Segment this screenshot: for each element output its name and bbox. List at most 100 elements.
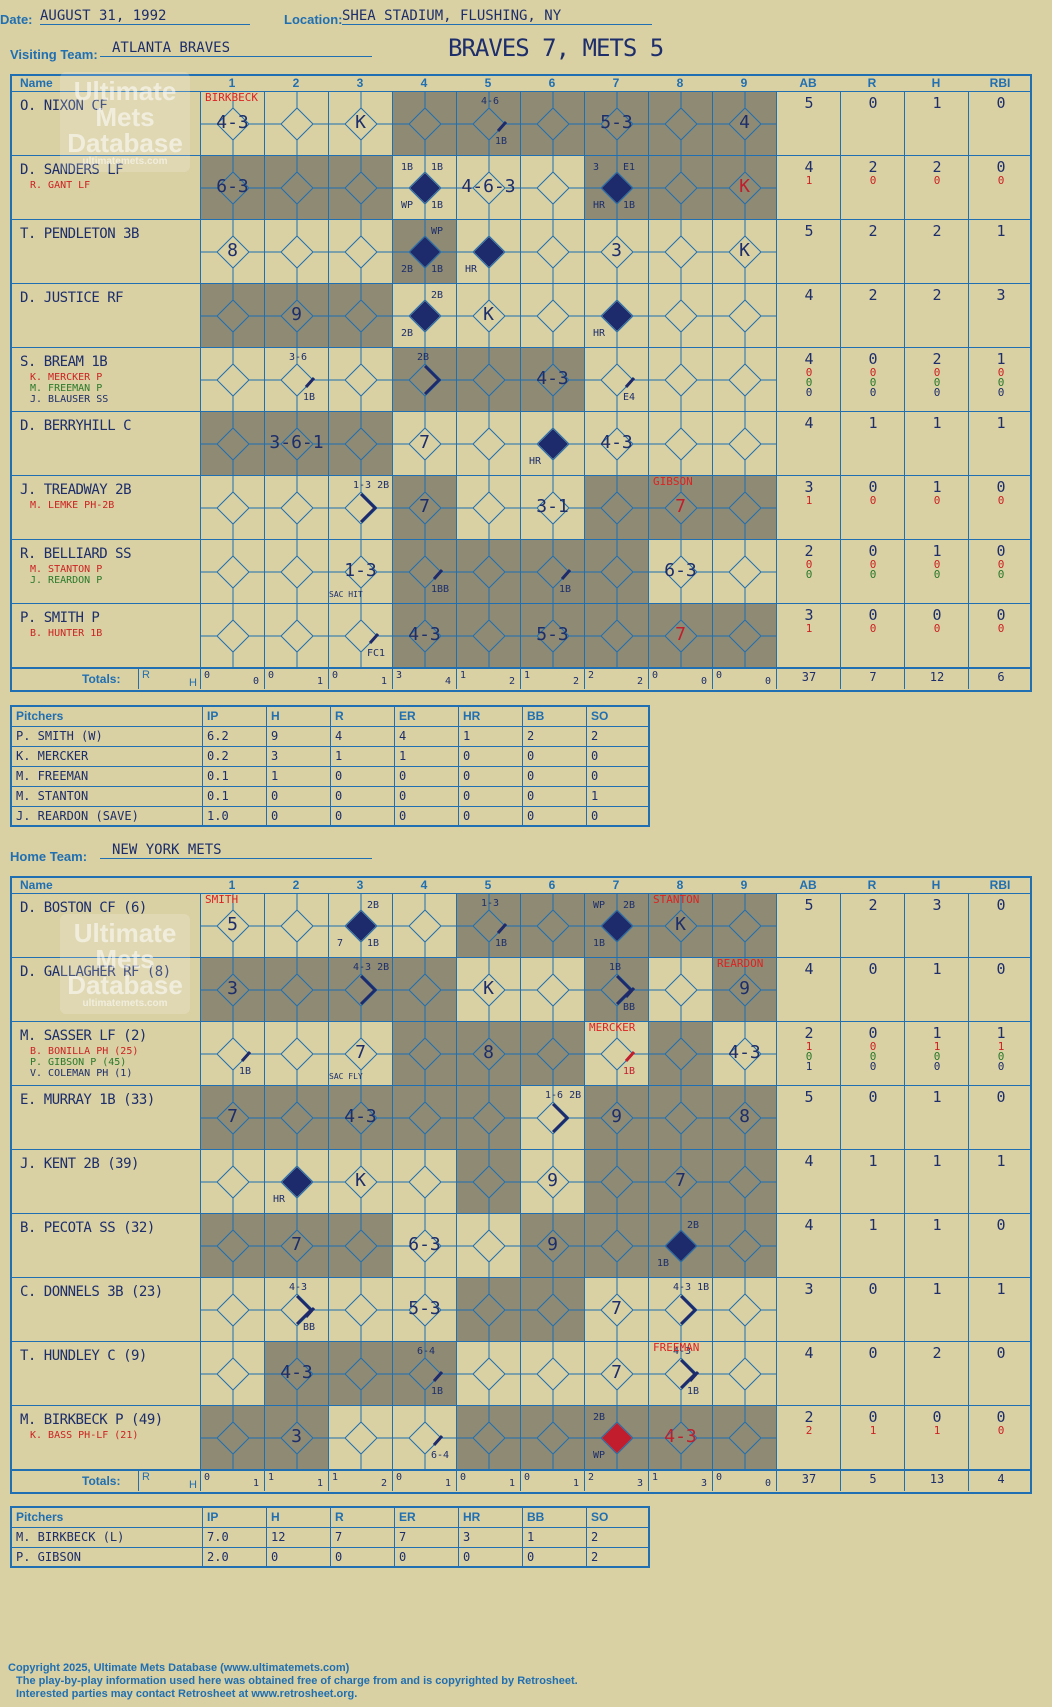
batter-name: T. HUNDLEY C (9) bbox=[20, 1348, 147, 1364]
inning-hits: 0 bbox=[765, 1478, 772, 1489]
hit-note: 1B bbox=[559, 584, 572, 595]
pitching-stat: 0 bbox=[522, 1548, 586, 1567]
at-bat-cell bbox=[264, 220, 328, 283]
diamond-icon bbox=[457, 1342, 520, 1405]
diamond-icon bbox=[521, 412, 584, 475]
pitching-stat: 7 bbox=[394, 1528, 458, 1547]
at-bat-cell: 1B BB bbox=[584, 958, 648, 1021]
at-bat-cell: K bbox=[456, 958, 520, 1021]
inning-runs: 0 bbox=[396, 1472, 403, 1483]
stat-value: 1 bbox=[932, 1280, 942, 1298]
pitching-stat: 6.2 bbox=[202, 727, 266, 746]
pitching-stat: 0 bbox=[458, 747, 522, 766]
diamond-icon bbox=[329, 92, 392, 155]
sub-stat-value: 0 bbox=[869, 1040, 877, 1053]
stat-value: 5 bbox=[804, 1088, 814, 1106]
stat-cell: 4 bbox=[776, 284, 840, 347]
diamond-icon bbox=[457, 156, 520, 219]
diamond-icon bbox=[265, 1214, 328, 1277]
diamond-icon bbox=[201, 1406, 264, 1469]
pitching-stat: 0.2 bbox=[202, 747, 266, 766]
diamond-icon bbox=[201, 894, 264, 957]
at-bat-cell: 2B 2B bbox=[392, 284, 456, 347]
diamond-icon bbox=[329, 1214, 392, 1277]
at-bat-cell: HR bbox=[584, 284, 648, 347]
play-note: SAC FLY bbox=[329, 1072, 363, 1081]
stat-value: 5 bbox=[804, 94, 814, 112]
at-bat-cell: HR bbox=[264, 1150, 328, 1213]
pitching-stat: 0 bbox=[458, 787, 522, 806]
visitors-scorecard: Name 1 2 3 4 5 6 7 8 9 AB R H RBI O. NIXON CF 4-3 BIRKBE… bbox=[10, 74, 1032, 692]
play-note: 2B bbox=[417, 352, 430, 363]
at-bat-cell: K STANTON bbox=[648, 893, 712, 957]
diamond-icon bbox=[457, 1406, 520, 1469]
sub-stat-value: 1 bbox=[933, 1424, 941, 1437]
stat-cell: 0 bbox=[968, 1214, 1032, 1277]
base-note: HR bbox=[529, 456, 542, 467]
pitching-stat: 0 bbox=[586, 807, 648, 826]
substitute-name: M. FREEMAN P bbox=[30, 383, 103, 394]
stat-value: 1 bbox=[932, 414, 942, 432]
runs-key: R bbox=[142, 669, 150, 681]
at-bat-cell bbox=[200, 540, 264, 603]
at-bat-cell bbox=[712, 412, 776, 475]
at-bat-cell: 1B bbox=[200, 1022, 264, 1085]
at-bat-cell bbox=[200, 604, 264, 667]
diamond-icon bbox=[713, 540, 776, 603]
diamond-icon bbox=[521, 476, 584, 539]
play-result: 7 bbox=[419, 432, 430, 453]
pitcher-row: M. STANTON 0.1 0 0 0 0 0 1 bbox=[12, 786, 648, 806]
pitcher-name: P. SMITH (W) bbox=[16, 729, 103, 743]
sub-stat-value: 0 bbox=[997, 622, 1005, 635]
stat-value: 0 bbox=[868, 94, 878, 112]
inning-runs: 0 bbox=[204, 670, 211, 681]
diamond-icon bbox=[265, 1150, 328, 1213]
sub-stat-value: 1 bbox=[805, 1040, 813, 1053]
play-result: 5-3 bbox=[536, 624, 569, 645]
sub-stat-value: 0 bbox=[933, 622, 941, 635]
stat-cell: 5 bbox=[776, 894, 840, 957]
at-bat-cell bbox=[712, 1278, 776, 1341]
batter-name: D. BOSTON CF (6) bbox=[20, 900, 147, 916]
watermark-logo: Ultimate Mets Database ultimatemets.com bbox=[60, 72, 190, 172]
inning-runs: 1 bbox=[268, 1472, 275, 1483]
play-result: 5-3 bbox=[600, 112, 633, 133]
base-note: 1B bbox=[593, 938, 606, 949]
diamond-icon bbox=[393, 540, 456, 603]
sub-stat-value: 0 bbox=[997, 386, 1005, 399]
at-bat-cell: E4 bbox=[584, 348, 648, 411]
at-bat-cell bbox=[712, 284, 776, 347]
diamond-icon bbox=[585, 284, 648, 347]
retrosheet-contact: Interested parties may contact Retroshee… bbox=[16, 1688, 358, 1700]
sub-stat-value: 0 bbox=[997, 366, 1005, 379]
pitcher-change-note: GIBSON bbox=[653, 475, 693, 488]
diamond-icon bbox=[713, 894, 776, 957]
at-bat-cell bbox=[328, 1214, 392, 1277]
at-bat-cell: 3-6-1 bbox=[264, 412, 328, 475]
pitching-stat: 0 bbox=[394, 1548, 458, 1567]
diamond-icon bbox=[649, 1086, 712, 1149]
diamond-icon bbox=[329, 958, 392, 1021]
at-bat-cell: 4 bbox=[712, 92, 776, 155]
at-bat-cell: 3 bbox=[264, 1406, 328, 1469]
batter-name: O. NIXON CF bbox=[20, 98, 108, 114]
stat-cell: 1 bbox=[840, 1214, 904, 1277]
batter-name: P. SMITH P bbox=[20, 610, 100, 626]
at-bat-cell bbox=[328, 220, 392, 283]
stat-cell: 1 bbox=[904, 958, 968, 1021]
pitcher-row: M. BIRKBECK (L) 7.0 12 7 7 3 1 2 bbox=[12, 1527, 648, 1547]
pitching-stat: 0 bbox=[266, 807, 330, 826]
inning-header: 9 bbox=[740, 878, 748, 892]
substitute-name: J. BLAUSER SS bbox=[30, 394, 109, 405]
at-bat-cell: 1B 1B WP 1B bbox=[392, 156, 456, 219]
at-bat-cell: 7 bbox=[392, 412, 456, 475]
diamond-icon bbox=[521, 604, 584, 667]
stat-value: 1 bbox=[996, 414, 1006, 432]
pitching-stat: 0 bbox=[266, 787, 330, 806]
diamond-icon bbox=[649, 1214, 712, 1277]
play-result: 3 bbox=[611, 240, 622, 261]
at-bat-cell: 2B bbox=[392, 348, 456, 411]
pitching-stat: 0 bbox=[330, 787, 394, 806]
